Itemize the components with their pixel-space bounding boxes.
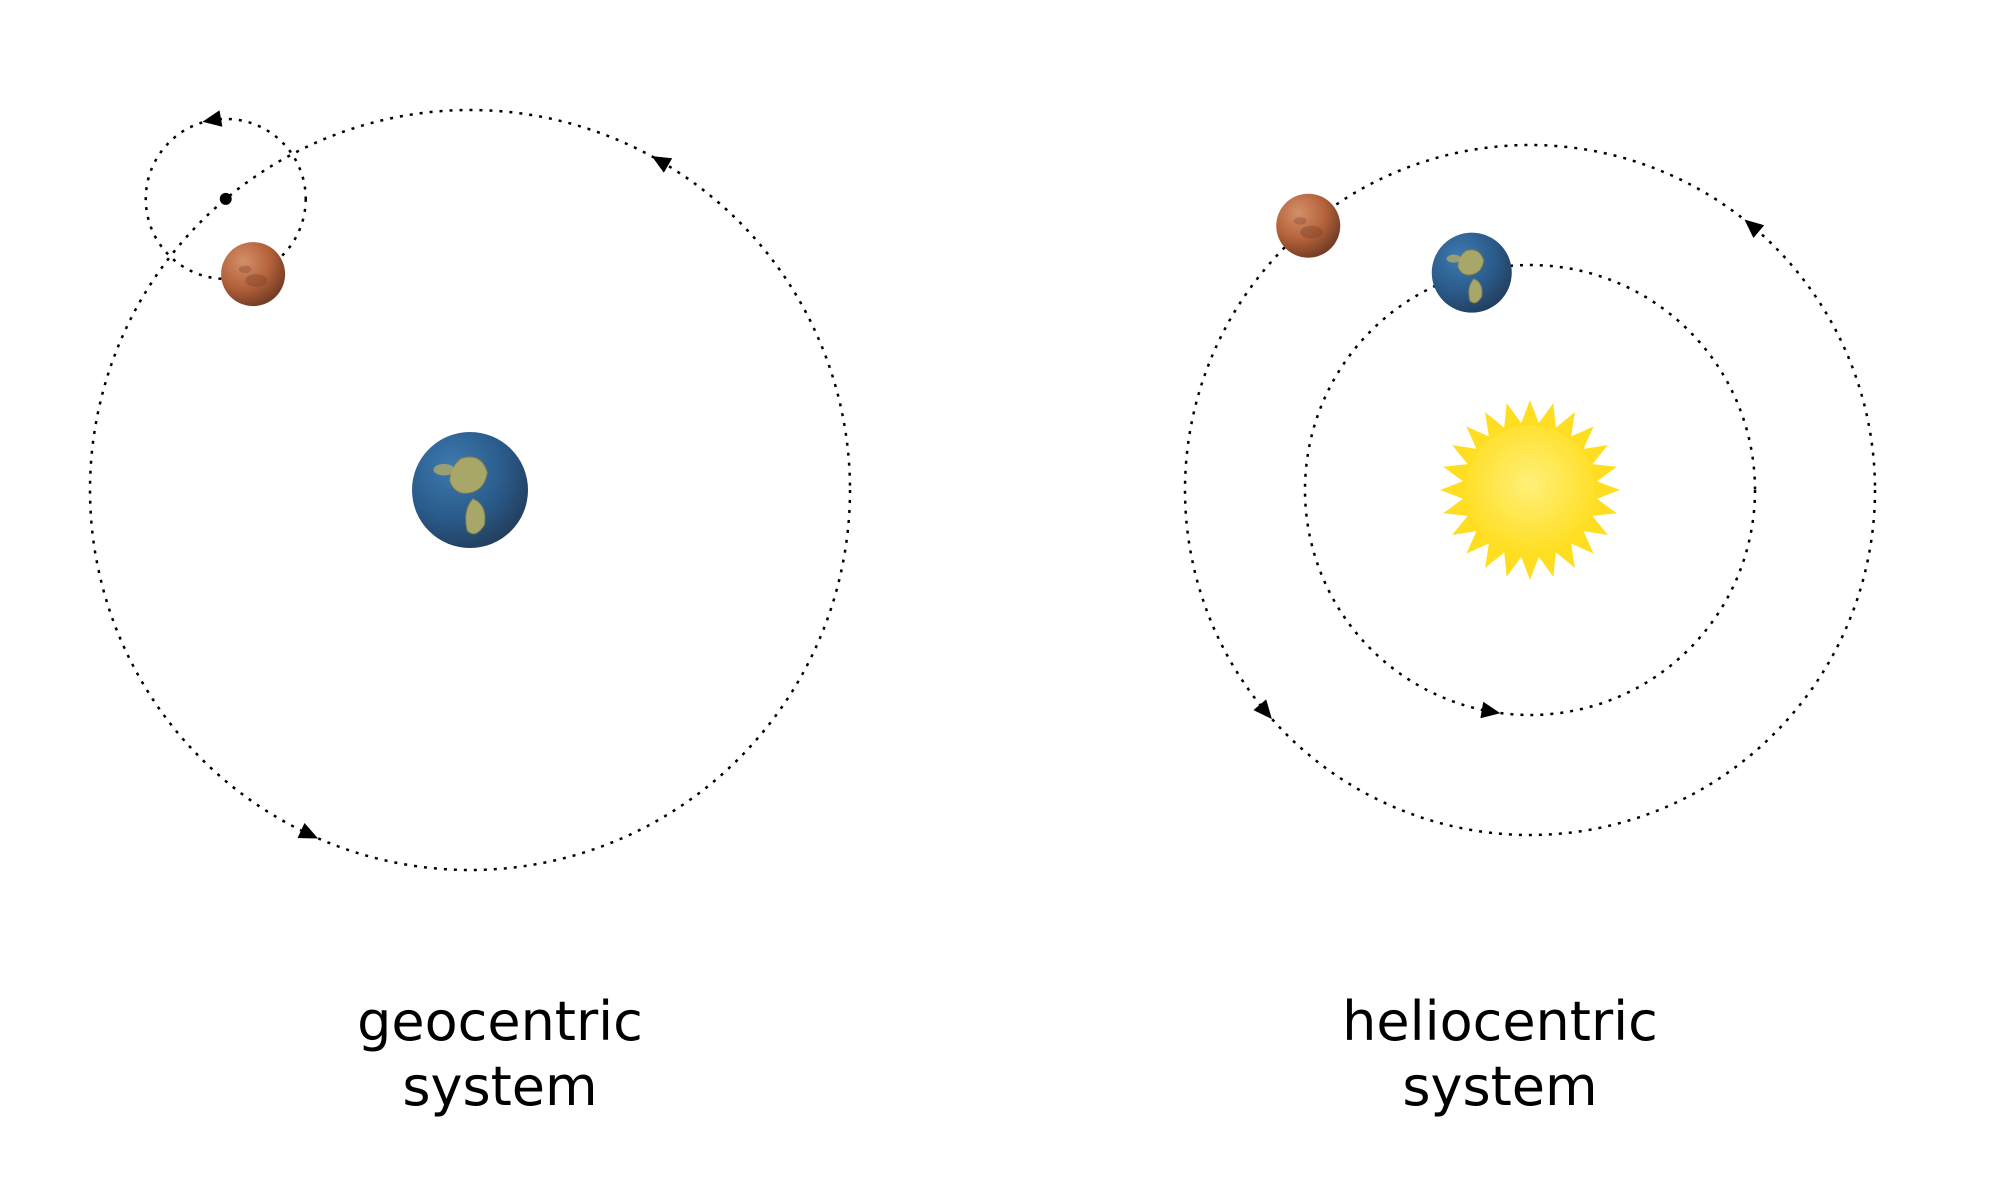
geocentric-label-line2: system (402, 1055, 597, 1118)
orbit-arrow (203, 111, 222, 127)
orbit-arrow (652, 156, 672, 172)
orbit-arrow (1481, 702, 1500, 718)
heliocentric-svg (1000, 0, 2000, 980)
geocentric-label: geocentric system (0, 990, 1000, 1120)
earth-icon (412, 432, 528, 548)
heliocentric-label-line1: heliocentric (1342, 990, 1658, 1053)
heliocentric-label: heliocentric system (1000, 990, 2000, 1120)
geocentric-svg (0, 0, 1000, 980)
mars-icon (1276, 194, 1340, 258)
heliocentric-panel: heliocentric system (1000, 0, 2000, 1198)
heliocentric-label-line2: system (1402, 1055, 1597, 1118)
geocentric-label-line1: geocentric (357, 990, 643, 1053)
sun-icon (1440, 400, 1620, 580)
earth-icon (1432, 233, 1512, 313)
mars-icon (221, 242, 285, 306)
epicycle-center-dot (220, 193, 232, 205)
orbit-arrow (1254, 700, 1272, 719)
orbit-arrow (1745, 220, 1764, 238)
geocentric-panel: geocentric system (0, 0, 1000, 1198)
